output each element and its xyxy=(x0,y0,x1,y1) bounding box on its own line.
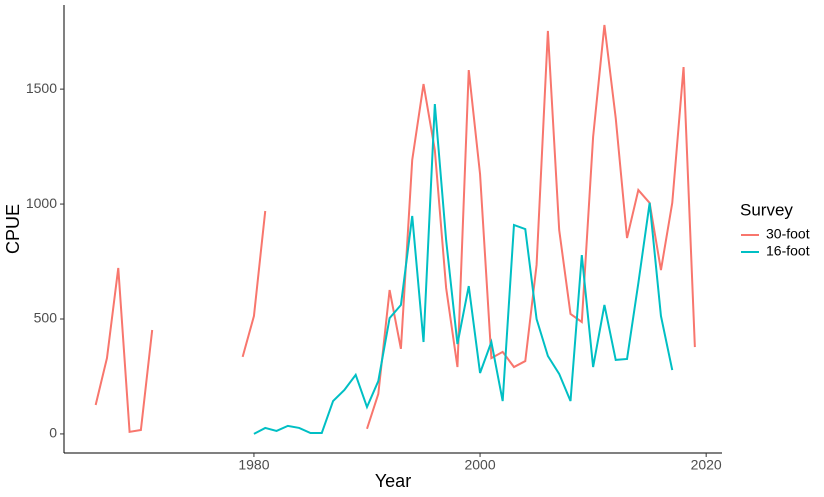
y-axis-title: CPUE xyxy=(3,204,23,254)
series-line xyxy=(94,24,696,434)
y-tick-label: 1000 xyxy=(26,195,57,211)
y-tick-label: 1500 xyxy=(26,80,57,96)
x-tick-label: 2000 xyxy=(464,457,495,473)
x-tick-label: 2020 xyxy=(691,457,722,473)
legend-label: 16-foot xyxy=(766,243,810,259)
legend-label: 30-foot xyxy=(766,226,810,242)
y-tick-label: 500 xyxy=(34,310,58,326)
legend-title: Survey xyxy=(740,200,793,219)
x-tick-label: 1980 xyxy=(238,457,269,473)
y-tick-label: 0 xyxy=(49,425,57,441)
series-line xyxy=(253,103,674,435)
x-axis-title: Year xyxy=(375,471,411,491)
